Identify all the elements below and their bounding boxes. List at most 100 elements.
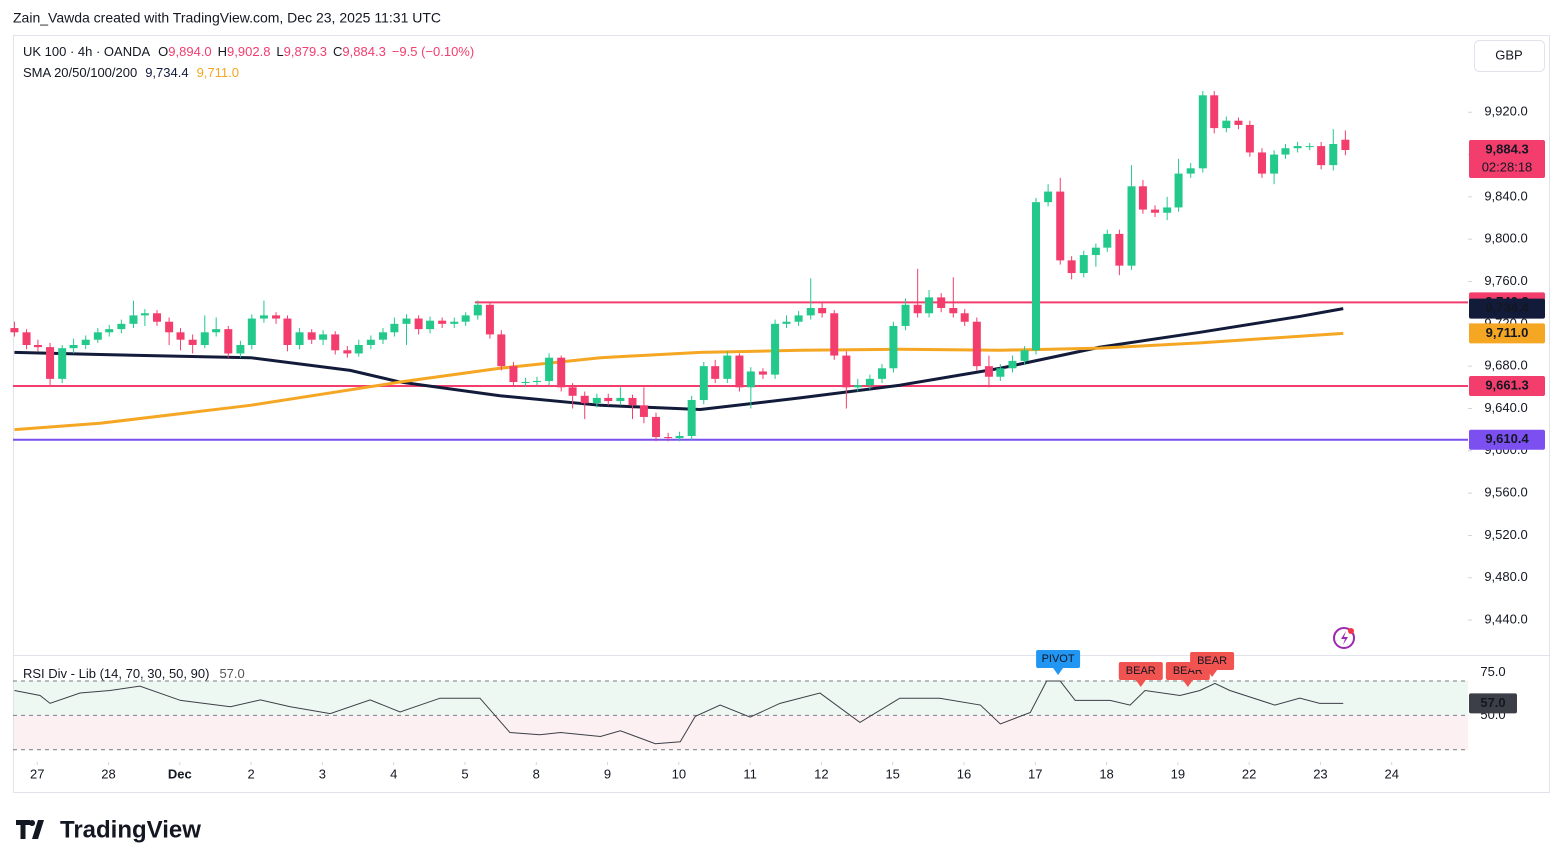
candle-body (1293, 146, 1302, 149)
candle-body (1198, 95, 1207, 169)
y-tick-label: 9,640.0 (1484, 400, 1527, 415)
candle-body (461, 315, 470, 322)
y-tick-label: 9,800.0 (1484, 231, 1527, 246)
candle-body (545, 357, 554, 381)
candle-body (46, 347, 55, 379)
countdown: 02:28:18 (1482, 159, 1533, 174)
candle-body (1163, 207, 1172, 213)
ohlc-legend: UK 100 · 4h · OANDA O9,894.0 H9,902.8 L9,87… (23, 44, 474, 59)
x-tick-label: 23 (1313, 766, 1327, 781)
x-tick-label: 9 (604, 766, 611, 781)
symbol: UK 100 · 4h · OANDA (23, 44, 150, 59)
y-tick-label: 9,920.0 (1484, 104, 1527, 119)
x-tick-label: 18 (1099, 766, 1113, 781)
price-tag (1469, 375, 1545, 396)
sma-value: 9,734.4 (145, 65, 188, 80)
price-tag-label: 9,884.3 (1485, 141, 1528, 156)
candle-body (664, 437, 673, 439)
candle-body (711, 366, 720, 379)
candle-body (901, 304, 910, 326)
candle-body (580, 395, 589, 404)
signal-label: BEAR (1197, 655, 1227, 667)
x-tick-label: 3 (319, 766, 326, 781)
candle-body (426, 320, 435, 330)
candle-body (972, 321, 981, 367)
x-tick-label: 22 (1242, 766, 1256, 781)
candle-body (794, 315, 803, 322)
candle-body (414, 318, 423, 330)
alert-dot[interactable] (1348, 628, 1354, 634)
candle-body (699, 366, 708, 401)
price-tag (1469, 298, 1545, 319)
y-tick-label: 9,480.0 (1484, 569, 1527, 584)
candle-body (247, 318, 256, 345)
alert-bolt[interactable] (1341, 631, 1348, 645)
candle-body (224, 329, 233, 354)
rsi-tag (1469, 693, 1517, 714)
candle-body (568, 387, 577, 396)
candle-body (81, 339, 90, 345)
price-tag-label: 9,661.3 (1485, 377, 1528, 392)
x-tick-label: 17 (1028, 766, 1042, 781)
signal-pointer (1207, 670, 1218, 677)
candle-body (1079, 255, 1088, 274)
candle-body (236, 345, 245, 354)
candle-body (485, 304, 494, 335)
candle-body (1234, 120, 1243, 125)
y-tick-label: 9,520.0 (1484, 527, 1527, 542)
candle-body (889, 325, 898, 369)
rsi-band (14, 681, 1468, 716)
ohlc-value: 9,884.3 (342, 44, 385, 59)
candle-body (1115, 233, 1124, 266)
currency[interactable]: GBP (1495, 47, 1522, 62)
candle-body (723, 355, 732, 379)
candle-body (652, 416, 661, 438)
candle-body (105, 329, 114, 333)
candle-body (343, 350, 352, 354)
candle-body (259, 315, 268, 319)
sma-value: 9,711.0 (197, 65, 239, 80)
change: −9.5 (−0.10%) (392, 44, 474, 59)
candle-body (1257, 152, 1266, 174)
rsi-tick-label: 75.0 (1480, 664, 1505, 679)
x-tick-label: 5 (461, 766, 468, 781)
price-tag (1469, 323, 1545, 344)
currency-button[interactable] (1474, 40, 1545, 72)
candle-body (295, 332, 304, 345)
candle-body (58, 348, 67, 379)
candle-body (331, 334, 340, 351)
candle-body (1031, 202, 1040, 351)
candle-body (1138, 186, 1147, 210)
candle-body (746, 371, 755, 388)
candle-body (616, 397, 625, 402)
x-tick-label: Dec (168, 766, 192, 781)
candle-body (925, 297, 934, 314)
y-tick-label: 9,560.0 (1484, 485, 1527, 500)
candle-body (604, 397, 613, 402)
candle-body (283, 318, 292, 345)
rsi-current: 57.0 (219, 666, 244, 681)
x-tick-label: 4 (390, 766, 397, 781)
signal-box (1190, 652, 1235, 670)
candle-body (865, 378, 874, 386)
signal-box (1118, 662, 1163, 680)
alert-circle[interactable] (1333, 627, 1355, 649)
ohlc-key: L (276, 44, 283, 59)
sma-line (14, 331, 1344, 432)
ohlc-key: H (218, 44, 227, 59)
x-tick-label: 19 (1171, 766, 1185, 781)
candle-body (842, 355, 851, 388)
candle-body (212, 329, 221, 333)
ohlc-key: O (158, 44, 168, 59)
alert-icon[interactable] (1333, 627, 1355, 649)
candle-body (1305, 146, 1314, 148)
candle-body (521, 382, 530, 384)
rsi-title: RSI Div - Lib (14, 70, 30, 50, 90) (23, 666, 209, 681)
candle-body (639, 405, 648, 417)
candle-body (1186, 168, 1195, 174)
x-tick-label: 8 (533, 766, 540, 781)
candle-body (22, 332, 31, 345)
price-tag (1469, 429, 1545, 450)
candle-body (913, 304, 922, 314)
signal-pointer (1135, 680, 1146, 687)
